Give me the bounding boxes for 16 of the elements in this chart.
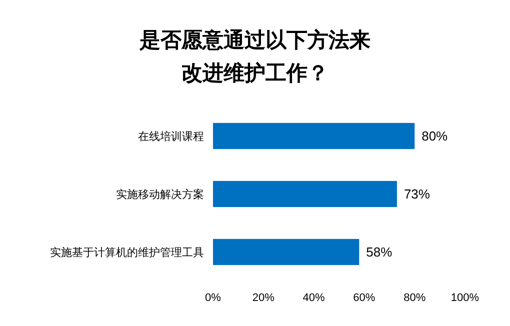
bar <box>213 180 397 208</box>
x-tick-label: 100% <box>450 292 480 304</box>
x-tick-label: 40% <box>302 292 326 304</box>
bar <box>213 238 360 266</box>
y-tick-label: 在线培训课程 <box>138 130 204 143</box>
y-tick-label: 实施基于计算机的维护管理工具 <box>50 246 204 259</box>
x-tick-label: 80% <box>404 292 426 304</box>
x-tick-label: 20% <box>252 292 275 304</box>
x-tick-label: 60% <box>353 292 376 304</box>
chart-title: 是否愿意通过以下方法来改进维护工作？ <box>138 28 370 85</box>
data-label: 80% <box>422 128 448 144</box>
x-tick-label: 0% <box>205 292 222 304</box>
y-tick-label: 实施移动解决方案 <box>116 188 204 201</box>
bar <box>213 122 415 150</box>
data-label: 58% <box>366 244 393 260</box>
data-label: 73% <box>404 186 430 202</box>
